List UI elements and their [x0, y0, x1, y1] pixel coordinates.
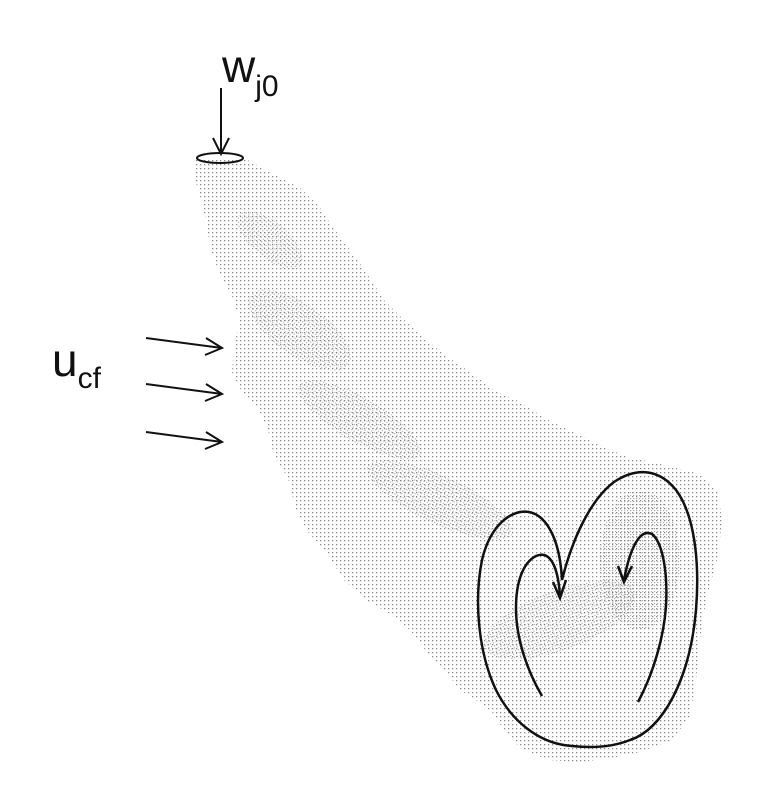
- jet-velocity-subscript: j0: [254, 70, 278, 103]
- jet-velocity-arrow: [212, 88, 230, 157]
- crossflow-velocity-label: ucf: [52, 334, 102, 395]
- counter-rotating-vortex-outline: [476, 470, 699, 749]
- jet-plume: [194, 158, 722, 762]
- plume-structure-bands: [237, 210, 680, 660]
- vortex-arrow-left: [514, 553, 568, 697]
- crossflow-arrow: [145, 383, 225, 402]
- crossflow-velocity-symbol: u: [52, 334, 78, 386]
- crossflow-arrows: [145, 337, 225, 450]
- vortex-arrow-right: [616, 531, 668, 703]
- jet-velocity-label: wj0: [221, 40, 279, 103]
- crossflow-velocity-subscript: cf: [78, 362, 102, 395]
- crossflow-arrow: [145, 337, 225, 356]
- crossflow-arrow: [145, 431, 225, 450]
- jet-velocity-symbol: w: [221, 40, 256, 92]
